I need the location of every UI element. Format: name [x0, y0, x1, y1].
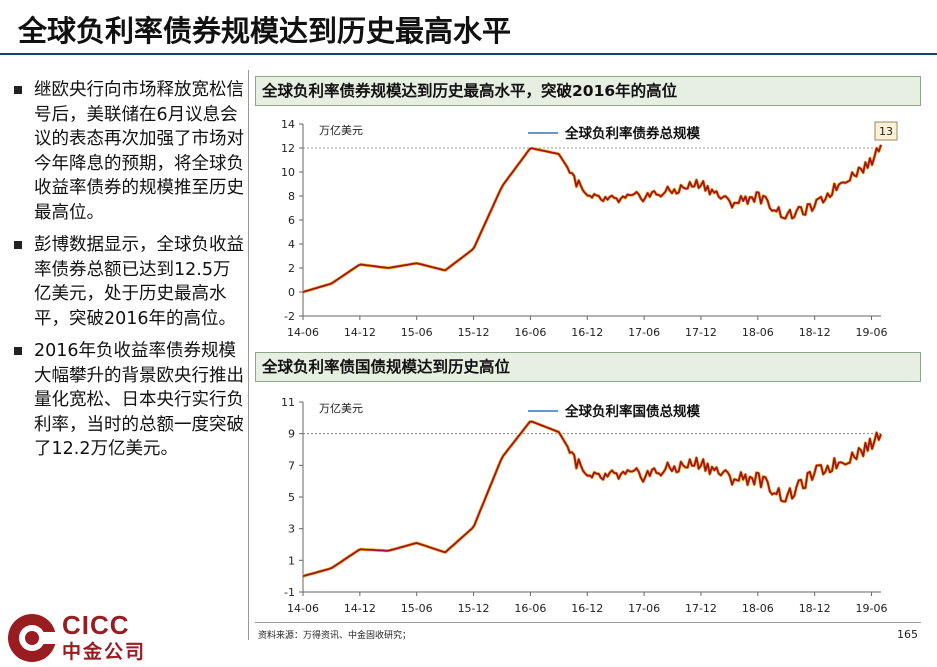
- y-tick-label: 4: [288, 238, 295, 251]
- series-line: [302, 420, 882, 578]
- x-tick-label: 19-06: [856, 602, 888, 615]
- x-tick-label: 16-12: [571, 326, 603, 339]
- legend-label: 全球负利率国债总规模: [564, 403, 700, 420]
- x-tick-label: 17-06: [628, 326, 660, 339]
- x-tick-label: 15-06: [401, 602, 433, 615]
- x-tick-label: 16-12: [571, 602, 603, 615]
- x-tick-label: 14-12: [344, 326, 376, 339]
- x-tick-label: 17-12: [685, 602, 717, 615]
- chart-2-title: 全球负利率债国债规模达到历史高位: [255, 352, 921, 382]
- y-tick-label: -1: [284, 586, 295, 599]
- bullet-text: 2016年负收益率债券规模大幅攀升的背景欧央行推出量化宽松、日本央行实行负利率，…: [34, 341, 244, 459]
- title-divider: [0, 53, 937, 55]
- bullet-marker: [14, 241, 22, 249]
- x-tick-label: 14-06: [287, 602, 319, 615]
- y-tick-label: 3: [288, 523, 295, 536]
- x-tick-label: 18-06: [742, 602, 774, 615]
- x-tick-label: 15-06: [401, 326, 433, 339]
- y-tick-label: 8: [288, 190, 295, 203]
- logo-name: CICC: [62, 610, 130, 640]
- cicc-logo-icon: [8, 614, 58, 662]
- y-tick-label: 14: [281, 118, 295, 131]
- bullet-text: 继欧央行向市场释放宽松信号后，美联储在6月议息会议的表态再次加强了市场对今年降息…: [34, 80, 244, 223]
- page-number: 165: [897, 628, 918, 641]
- bullet-marker: [14, 86, 22, 94]
- unit-label: 万亿美元: [319, 124, 363, 137]
- y-tick-label: 9: [288, 428, 295, 441]
- bullet-item: 继欧央行向市场释放宽松信号后，美联储在6月议息会议的表态再次加强了市场对今年降息…: [12, 78, 244, 225]
- x-tick-label: 18-06: [742, 326, 774, 339]
- unit-label: 万亿美元: [319, 402, 363, 415]
- legend-label: 全球负利率债券总规模: [564, 125, 700, 142]
- y-tick-label: 5: [288, 491, 295, 504]
- y-tick-label: 2: [288, 262, 295, 275]
- bullet-list: 继欧央行向市场释放宽松信号后，美联储在6月议息会议的表态再次加强了市场对今年降息…: [12, 78, 244, 470]
- y-tick-label: -2: [284, 310, 295, 323]
- bullet-marker: [14, 347, 22, 355]
- x-tick-label: 18-12: [799, 326, 831, 339]
- x-tick-label: 17-06: [628, 602, 660, 615]
- x-tick-label: 16-06: [514, 326, 546, 339]
- x-tick-label: 14-06: [287, 326, 319, 339]
- y-tick-label: 11: [281, 396, 295, 409]
- y-tick-label: 10: [281, 166, 295, 179]
- latest-value-label: 13: [879, 125, 893, 138]
- x-tick-label: 19-06: [856, 326, 888, 339]
- chart-2-plot: -1 1 3 5 7 9 11 14-06 14-12 15-06 15-12 16-06 16-12 1…: [281, 396, 888, 615]
- x-tick-label: 16-06: [514, 602, 546, 615]
- y-tick-label: 12: [281, 142, 295, 155]
- source-note: 资料来源：万得资讯、中金固收研究；: [258, 631, 412, 641]
- latest-value-box: [874, 121, 898, 141]
- x-tick-label: 14-12: [344, 602, 376, 615]
- series-line: [302, 144, 882, 293]
- chart-1-title: 全球负利率债券规模达到历史最高水平，突破2016年的高位: [255, 76, 921, 106]
- x-tick-label: 15-12: [458, 602, 490, 615]
- y-tick-label: 1: [288, 554, 295, 567]
- y-tick-label: 6: [288, 214, 295, 227]
- column-divider: [248, 70, 249, 640]
- y-tick-label: 0: [288, 286, 295, 299]
- series-line-shadow: [302, 420, 883, 578]
- bullet-text: 彭博数据显示，全球负收益率债券总额已达到12.5万亿美元，处于历史最高水平，突破…: [34, 235, 244, 329]
- series-line-shadow: [302, 144, 883, 294]
- x-tick-label: 17-12: [685, 326, 717, 339]
- page-title: 全球负利率债券规模达到历史最高水平: [18, 14, 512, 48]
- x-tick-label: 15-12: [458, 326, 490, 339]
- bullet-item: 2016年负收益率债券规模大幅攀升的背景欧央行推出量化宽松、日本央行实行负利率，…: [12, 339, 244, 462]
- footer-divider: [255, 622, 921, 623]
- logo-cn-name: 中金公司: [62, 641, 147, 663]
- x-tick-label: 18-12: [799, 602, 831, 615]
- bullet-item: 彭博数据显示，全球负收益率债券总额已达到12.5万亿美元，处于历史最高水平，突破…: [12, 233, 244, 331]
- y-tick-label: 7: [288, 459, 295, 472]
- chart-1-plot: -2 0 2 4 6 8 10 12 14 14-06 14-12 15-06 15-12 16-06 16…: [281, 118, 898, 339]
